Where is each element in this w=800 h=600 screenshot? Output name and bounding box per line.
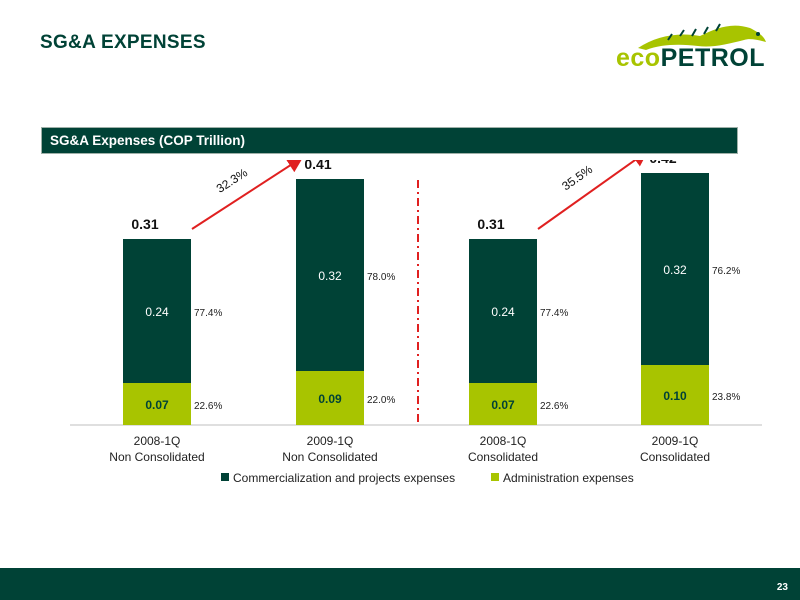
category-label-period: 2008-1Q [134, 434, 181, 448]
total-label: 0.31 [477, 216, 504, 232]
share-label-admin: 22.6% [194, 401, 222, 412]
category-label-period: 2009-1Q [307, 434, 354, 448]
iguana-icon [638, 23, 766, 50]
data-label-admin: 0.07 [491, 398, 515, 412]
data-label-commercialization: 0.24 [145, 305, 169, 319]
logo-text-eco: eco [616, 44, 661, 72]
bar-commercialization [469, 239, 537, 383]
share-label-commercialization: 77.4% [194, 308, 222, 319]
bar-commercialization [641, 173, 709, 365]
category-label-period: 2008-1Q [480, 434, 527, 448]
legend-label-admin: Administration expenses [503, 471, 634, 485]
data-label-admin: 0.10 [663, 389, 687, 403]
bar-commercialization [123, 239, 191, 383]
footer-bar: 23 [0, 568, 800, 600]
legend-swatch-commercialization [221, 473, 229, 481]
total-label: 0.31 [131, 216, 158, 232]
share-label-admin: 22.6% [540, 401, 568, 412]
share-label-admin: 23.8% [712, 392, 740, 403]
legend-swatch-admin [491, 473, 499, 481]
share-label-admin: 22.0% [367, 395, 395, 406]
growth-arrow [191, 160, 304, 230]
legend-label-commercialization: Commercialization and projects expenses [233, 471, 455, 485]
logo-text-petrol: PETROL [660, 44, 765, 72]
data-label-admin: 0.09 [318, 392, 342, 406]
page-number: 23 [776, 582, 788, 593]
bar-admin [123, 383, 191, 425]
sga-stacked-bar-chart: 0.07 0.24 22.6% 77.4% 0.31 2008-1Q Non Consoli… [70, 160, 762, 485]
growth-label: 32.3% [214, 165, 250, 195]
category-label-scope: Consolidated [640, 450, 710, 464]
share-label-commercialization: 78.0% [367, 272, 395, 283]
share-label-commercialization: 77.4% [540, 308, 568, 319]
category-label-scope: Non Consolidated [282, 450, 377, 464]
category-label-scope: Non Consolidated [109, 450, 204, 464]
bar-admin [469, 383, 537, 425]
category-label-scope: Consolidated [468, 450, 538, 464]
bar-admin [296, 371, 364, 425]
growth-label: 35.5% [559, 162, 595, 193]
growth-arrow [537, 160, 649, 230]
share-label-commercialization: 76.2% [712, 266, 740, 277]
page-title: SG&A EXPENSES [40, 32, 206, 53]
total-label: 0.41 [304, 160, 331, 172]
data-label-commercialization: 0.32 [663, 263, 687, 277]
data-label-admin: 0.07 [145, 398, 169, 412]
bar-admin [641, 365, 709, 425]
bar-commercialization [296, 179, 364, 371]
category-label-period: 2009-1Q [652, 434, 699, 448]
data-label-commercialization: 0.32 [318, 269, 342, 283]
ecopetrol-logo: ecoPETROL [608, 14, 778, 74]
total-label: 0.42 [649, 160, 676, 166]
data-label-commercialization: 0.24 [491, 305, 515, 319]
chart-banner: SG&A Expenses (COP Trillion) [41, 127, 738, 154]
